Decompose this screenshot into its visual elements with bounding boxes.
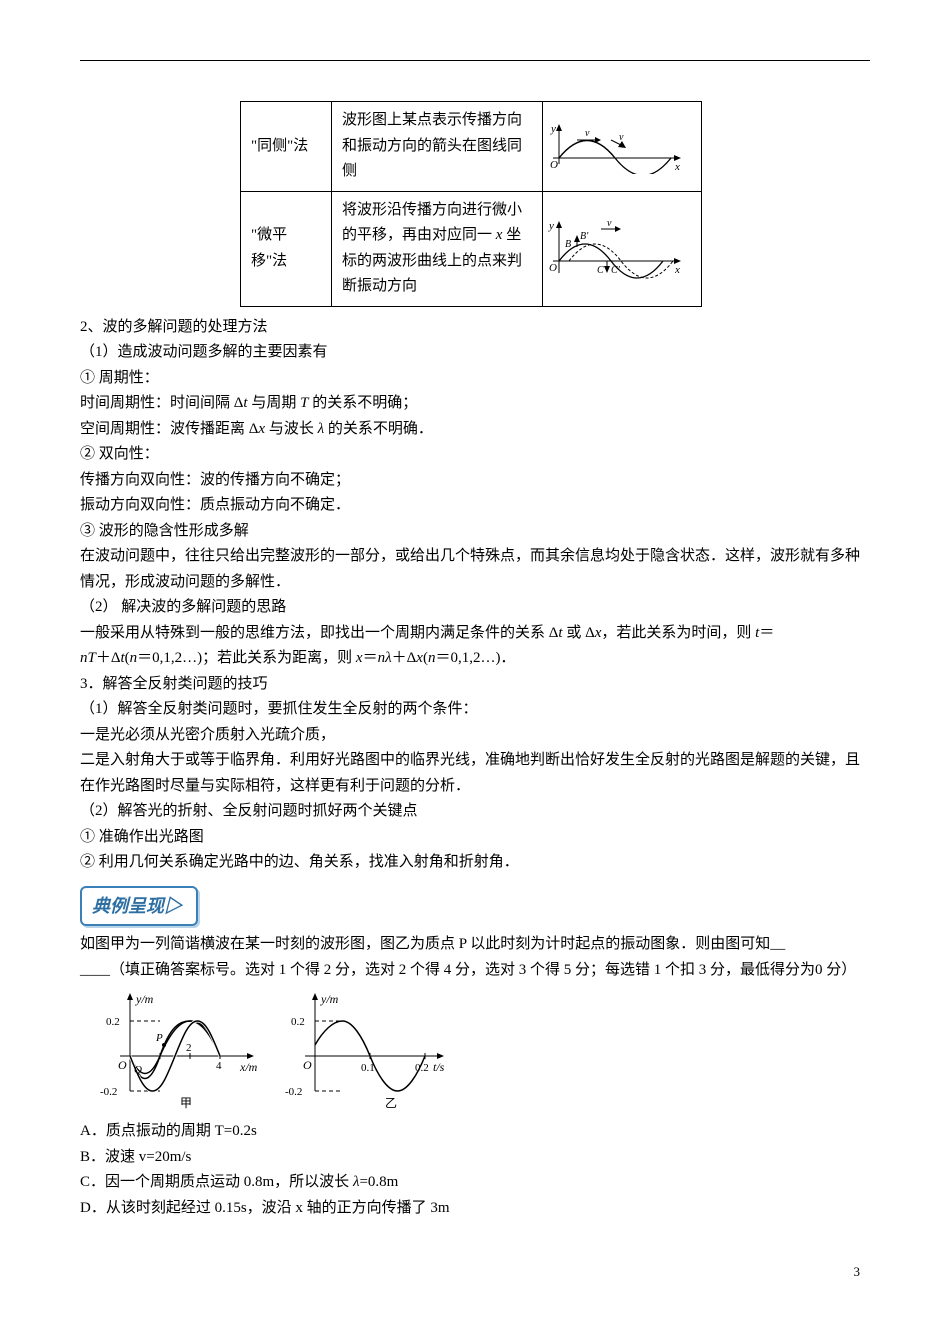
body-line: 空间周期性：波传播距离 Δx 与波长 λ 的关系不明确． xyxy=(80,417,870,443)
Cp-label: C' xyxy=(611,265,621,276)
text: 或 Δ xyxy=(563,625,595,641)
ytick: -0.2 xyxy=(285,1086,302,1098)
v-label-2: v xyxy=(619,132,624,143)
text: ＝0,1,2…)；若此关系为距离，则 xyxy=(137,650,356,666)
y-label: y xyxy=(548,220,554,232)
var-x: x xyxy=(496,227,503,243)
caption: 乙 xyxy=(385,1096,397,1110)
text: ＝ xyxy=(759,625,774,641)
body-line: （2） 解决波的多解问题的思路 xyxy=(80,595,870,621)
body-line: （1）造成波动问题多解的主要因素有 xyxy=(80,340,870,366)
text: 与波长 xyxy=(265,421,318,437)
ytick: -0.2 xyxy=(100,1086,117,1098)
body-line: 一是光必须从光密介质射入光疏介质， xyxy=(80,723,870,749)
text: 空间周期性：波传播距离 Δ xyxy=(80,421,258,437)
charts-row: y/m x/m O 0.2 -0.2 2 4 xyxy=(90,991,870,1111)
text: C．因一个周期质点运动 0.8m，所以波长 xyxy=(80,1174,353,1190)
v-label: v xyxy=(607,218,612,229)
text: ＋Δ xyxy=(96,650,121,666)
option-D: D．从该时刻起经过 0.15s，波沿 x 轴的正方向传播了 3m xyxy=(80,1196,870,1222)
text: 一般采用从特殊到一般的思维方法，即找出一个周期内满足条件的关系 Δ xyxy=(80,625,558,641)
methods-table: "同侧"法 波形图上某点表示传播方向和振动方向的箭头在图线同侧 y x O v … xyxy=(240,101,702,307)
var-nT: nT xyxy=(80,650,96,666)
origin: O xyxy=(303,1058,312,1072)
x-label: x xyxy=(674,161,680,173)
text: 的关系不明确； xyxy=(308,395,417,411)
table-row: "微平移"法 将波形沿传播方向进行微小的平移，再由对应同一 x 坐标的两波形曲线… xyxy=(241,191,702,306)
micro-shift-diagram: y x O v B B' C C' xyxy=(547,217,687,281)
question-text: 如图甲为一列简谐横波在某一时刻的波形图，图乙为质点 P 以此时刻为计时起点的振动… xyxy=(80,932,870,958)
x-label: x xyxy=(674,264,680,276)
origin: O xyxy=(118,1058,127,1072)
body-line: nT＋Δt(n＝0,1,2…)；若此关系为距离，则 x＝nλ＋Δx(n＝0,1,… xyxy=(80,646,870,672)
origin-label: O xyxy=(549,262,557,274)
caption: 甲 xyxy=(180,1096,192,1110)
method-figure: y x O v B B' C C' xyxy=(543,191,702,306)
ytick: 0.2 xyxy=(106,1016,120,1028)
body-line: ② 利用几何关系确定光路中的边、角关系，找准入射角和折射角． xyxy=(80,850,870,876)
body-line: （1）解答全反射类问题时，要抓住发生全反射的两个条件： xyxy=(80,697,870,723)
body-line: 3．解答全反射类问题的技巧 xyxy=(80,672,870,698)
table-row: "同侧"法 波形图上某点表示传播方向和振动方向的箭头在图线同侧 y x O v … xyxy=(241,102,702,192)
text: 与周期 xyxy=(248,395,301,411)
body-line: （2）解答光的折射、全反射问题时抓好两个关键点 xyxy=(80,799,870,825)
var-nlam: nλ xyxy=(378,650,392,666)
body-line: 一般采用从特殊到一般的思维方法，即找出一个周期内满足条件的关系 Δt 或 Δx，… xyxy=(80,621,870,647)
body-line: 传播方向双向性：波的传播方向不确定； xyxy=(80,468,870,494)
body-line: 2、波的多解问题的处理方法 xyxy=(80,315,870,341)
method-desc: 将波形沿传播方向进行微小的平移，再由对应同一 x 坐标的两波形曲线上的点来判断振… xyxy=(332,191,543,306)
chart-jia: y/m x/m O 0.2 -0.2 2 4 xyxy=(100,992,258,1110)
Bp-label: B' xyxy=(580,231,589,242)
text: ＋Δ xyxy=(392,650,417,666)
method-desc-text: 波形图上某点表示传播方向和振动方向的箭头在图线同侧 xyxy=(342,112,522,179)
play-icon: ▷ xyxy=(164,896,182,916)
question-text: ____（填正确答案标号。选对 1 个得 2 分，选对 2 个得 4 分，选对 … xyxy=(80,958,870,984)
body-line: ② 双向性： xyxy=(80,442,870,468)
B-label: B xyxy=(565,239,571,250)
var-x: x xyxy=(416,650,423,666)
badge-text: 典例呈现 xyxy=(92,896,164,916)
C-label: C xyxy=(597,265,604,276)
method-name: "同侧"法 xyxy=(241,102,332,192)
origin-label: O xyxy=(550,159,558,171)
y-label: y xyxy=(550,123,556,135)
chart-yi: y/m t/s O 0.2 -0.2 0.1 0.2 乙 xyxy=(285,992,445,1110)
option-C: C．因一个周期质点运动 0.8m，所以波长 λ=0.8m xyxy=(80,1170,870,1196)
same-side-diagram: y x O v v xyxy=(547,118,687,174)
method-desc: 波形图上某点表示传播方向和振动方向的箭头在图线同侧 xyxy=(332,102,543,192)
body-line: ① 准确作出光路图 xyxy=(80,825,870,851)
wave-charts: y/m x/m O 0.2 -0.2 2 4 xyxy=(90,991,460,1111)
ylabel: y/m xyxy=(320,992,339,1006)
body-line: 振动方向双向性：质点振动方向不确定． xyxy=(80,493,870,519)
var-x: x xyxy=(356,650,363,666)
text: 的关系不明确． xyxy=(324,421,433,437)
xlabel: t/s xyxy=(433,1060,445,1074)
text: =0.8m xyxy=(359,1174,398,1190)
body-line: ③ 波形的隐含性形成多解 xyxy=(80,519,870,545)
text: ＝ xyxy=(363,650,378,666)
text: 时间周期性：时间间隔 Δ xyxy=(80,395,243,411)
pointP: P xyxy=(155,1032,163,1044)
method-name: "微平移"法 xyxy=(241,191,332,306)
ylabel: y/m xyxy=(135,992,154,1006)
text: ＝0,1,2…)． xyxy=(435,650,515,666)
option-B: B．波速 v=20m/s xyxy=(80,1145,870,1171)
body-line: 在波动问题中，往往只给出完整波形的一部分，或给出几个特殊点，而其余信息均处于隐含… xyxy=(80,544,870,595)
ytick: 0.2 xyxy=(291,1016,305,1028)
pointQ: Q xyxy=(134,1064,142,1076)
option-A: A．质点振动的周期 T=0.2s xyxy=(80,1119,870,1145)
v-label: v xyxy=(585,128,590,139)
example-badge: 典例呈现▷ xyxy=(80,886,198,927)
body-line: ① 周期性： xyxy=(80,366,870,392)
top-rule xyxy=(80,60,870,61)
body-line: 二是入射角大于或等于临界角．利用好光路图中的临界光线，准确地判断出恰好发生全反射… xyxy=(80,748,870,799)
body-line: 时间周期性：时间间隔 Δt 与周期 T 的关系不明确； xyxy=(80,391,870,417)
page-number: 3 xyxy=(80,1261,870,1283)
text: ，若此关系为时间，则 xyxy=(601,625,755,641)
method-figure: y x O v v xyxy=(543,102,702,192)
